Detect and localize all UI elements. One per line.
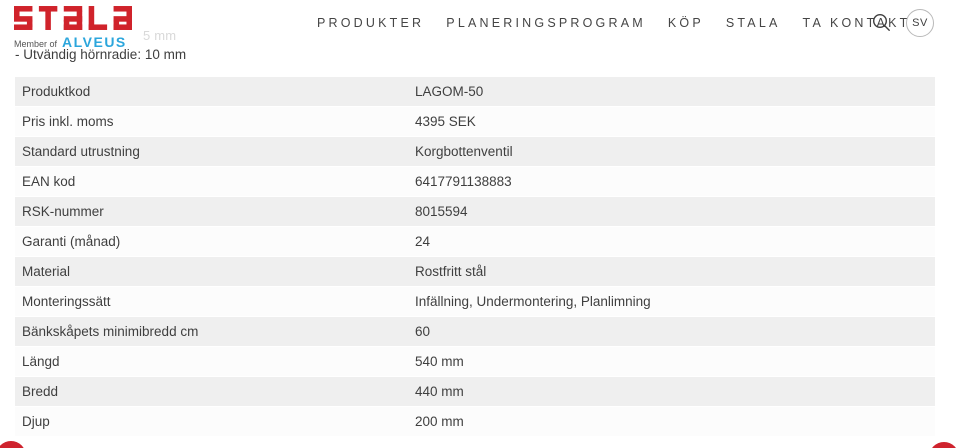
table-row: Längd 540 mm [15,347,935,376]
floating-action-button-right[interactable] [929,442,959,448]
row-label: RSK-nummer [22,204,104,219]
table-row: Produktkod LAGOM-50 [15,77,935,106]
row-label: Längd [22,354,60,369]
member-of-label: Member of [14,39,58,49]
spec-table: Produktkod LAGOM-50 Pris inkl. moms 4395 SE… [15,77,935,437]
table-row: Bredd 440 mm [15,377,935,406]
main-nav: PRODUKTER PLANERINGSPROGRAM KÖP STALA TA… [317,0,910,46]
row-label: Material [22,264,71,279]
nav-item-produkter[interactable]: PRODUKTER [317,16,425,30]
stala-logo-mark [14,6,132,30]
table-row: EAN kod 6417791138883 [15,167,935,196]
table-row: Monteringssätt Infällning, Undermontering… [15,287,935,316]
language-selector[interactable]: SV [906,9,934,37]
alveus-logo-text: ALVEUS [62,34,127,50]
table-row: Pris inkl. moms 4395 SEK [15,107,935,136]
stala-logo[interactable]: Member of ALVEUS [14,5,132,50]
row-label: EAN kod [22,174,76,189]
row-value: 8015594 [415,204,468,219]
product-description-line: - Utvändig hörnradie: 10 mm [15,47,187,62]
floating-action-button-left[interactable] [0,441,26,448]
row-value: 6417791138883 [415,174,512,189]
row-value: 60 [415,324,431,339]
row-label: Produktkod [22,84,91,99]
table-row: RSK-nummer 8015594 [15,197,935,226]
row-label: Bredd [22,384,59,399]
table-row: Bänkskåpets minimibredd cm 60 [15,317,935,346]
row-label: Monteringssätt [22,294,111,309]
row-value: Rostfritt stål [415,264,487,279]
table-row: Garanti (månad) 24 [15,227,935,256]
search-icon[interactable] [872,13,892,33]
row-label: Djup [22,414,50,429]
row-label: Pris inkl. moms [22,114,114,129]
row-value: 540 mm [415,354,464,369]
row-label: Garanti (månad) [22,234,121,249]
table-row: Material Rostfritt stål [15,257,935,286]
nav-item-ta-kontakt[interactable]: TA KONTAKT [802,16,911,30]
table-row: Djup 200 mm [15,407,935,436]
row-label: Standard utrustning [22,144,140,159]
occluded-text-fragment: 5 mm [143,28,177,43]
nav-item-stala[interactable]: STALA [725,16,781,30]
row-value: 200 mm [415,414,464,429]
site-header: Member of ALVEUS PRODUKTER PLANERINGSPRO… [0,0,960,50]
row-value: Infällning, Undermontering, Planlimning [415,294,651,309]
row-value: 24 [415,234,431,249]
nav-item-kop[interactable]: KÖP [667,16,704,30]
nav-item-planeringsprogram[interactable]: PLANERINGSPROGRAM [446,16,646,30]
row-value: LAGOM-50 [415,84,484,99]
row-value: Korgbottenventil [415,144,513,159]
row-label: Bänkskåpets minimibredd cm [22,324,199,339]
row-value: 4395 SEK [415,114,476,129]
table-row: Standard utrustning Korgbottenventil [15,137,935,166]
row-value: 440 mm [415,384,464,399]
